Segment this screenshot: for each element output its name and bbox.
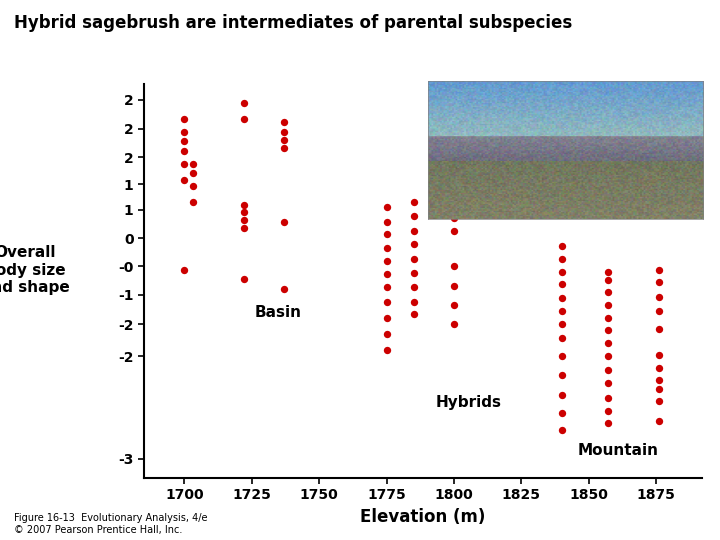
Point [381, 257, 392, 266]
Point [179, 114, 190, 123]
Point [653, 265, 665, 274]
Point [602, 379, 613, 387]
Text: Overall
body size
and shape: Overall body size and shape [0, 245, 70, 295]
Point [381, 346, 392, 354]
Point [279, 127, 290, 136]
Point [279, 217, 290, 226]
Point [602, 366, 613, 375]
Point [556, 334, 567, 342]
Point [408, 282, 419, 291]
Point [556, 307, 567, 315]
Point [602, 313, 613, 322]
Point [179, 265, 190, 274]
X-axis label: Elevation (m): Elevation (m) [360, 508, 486, 526]
Point [556, 352, 567, 360]
Point [653, 307, 665, 315]
Point [602, 394, 613, 402]
Point [381, 244, 392, 253]
Point [653, 417, 665, 426]
Point [381, 217, 392, 226]
Point [602, 267, 613, 276]
Point [556, 371, 567, 380]
Point [449, 227, 460, 235]
Point [653, 293, 665, 301]
Point [408, 298, 419, 306]
Point [556, 280, 567, 289]
Point [238, 216, 250, 225]
Text: Hybrids: Hybrids [435, 395, 501, 409]
Point [408, 212, 419, 221]
Point [408, 254, 419, 263]
Point [653, 278, 665, 287]
Point [238, 207, 250, 216]
Point [238, 99, 250, 107]
Text: Figure 16-13  Evolutionary Analysis, 4/e
© 2007 Pearson Prentice Hall, Inc.: Figure 16-13 Evolutionary Analysis, 4/e … [14, 513, 208, 535]
Point [408, 198, 419, 207]
Point [602, 339, 613, 348]
Point [279, 136, 290, 144]
Text: Mountain: Mountain [578, 443, 659, 457]
Point [179, 176, 190, 184]
Point [653, 350, 665, 359]
Point [381, 203, 392, 212]
Point [602, 276, 613, 285]
Point [602, 326, 613, 335]
Point [449, 301, 460, 309]
Point [408, 240, 419, 248]
Point [556, 254, 567, 263]
Point [653, 385, 665, 394]
Point [449, 262, 460, 271]
Text: Basin: Basin [255, 305, 302, 320]
Point [556, 267, 567, 276]
Text: Hybrid sagebrush are intermediates of parental subspecies: Hybrid sagebrush are intermediates of pa… [14, 14, 572, 31]
Point [556, 426, 567, 434]
Point [179, 137, 190, 146]
Point [602, 301, 613, 309]
Point [186, 182, 198, 191]
Point [186, 169, 198, 178]
Point [602, 288, 613, 296]
Point [653, 376, 665, 385]
Point [179, 147, 190, 156]
Point [602, 419, 613, 428]
Point [556, 390, 567, 399]
Point [556, 294, 567, 303]
Point [238, 201, 250, 210]
Point [381, 270, 392, 279]
Point [653, 397, 665, 406]
Point [449, 145, 460, 154]
Point [279, 118, 290, 126]
Point [449, 281, 460, 290]
Point [186, 159, 198, 168]
Point [449, 320, 460, 328]
Point [238, 114, 250, 123]
Point [381, 282, 392, 291]
Point [381, 298, 392, 306]
Point [186, 198, 198, 207]
Point [279, 285, 290, 293]
Point [556, 320, 567, 328]
Point [556, 408, 567, 417]
Point [602, 406, 613, 415]
Point [179, 159, 190, 168]
Point [408, 268, 419, 277]
Point [556, 241, 567, 250]
Point [238, 224, 250, 232]
Point [238, 275, 250, 284]
Point [381, 230, 392, 239]
Point [653, 325, 665, 334]
Point [279, 144, 290, 152]
Point [408, 227, 419, 235]
Point [381, 329, 392, 338]
Point [449, 214, 460, 222]
Point [381, 313, 392, 322]
Point [179, 127, 190, 136]
Point [602, 352, 613, 360]
Point [408, 310, 419, 319]
Point [653, 363, 665, 372]
